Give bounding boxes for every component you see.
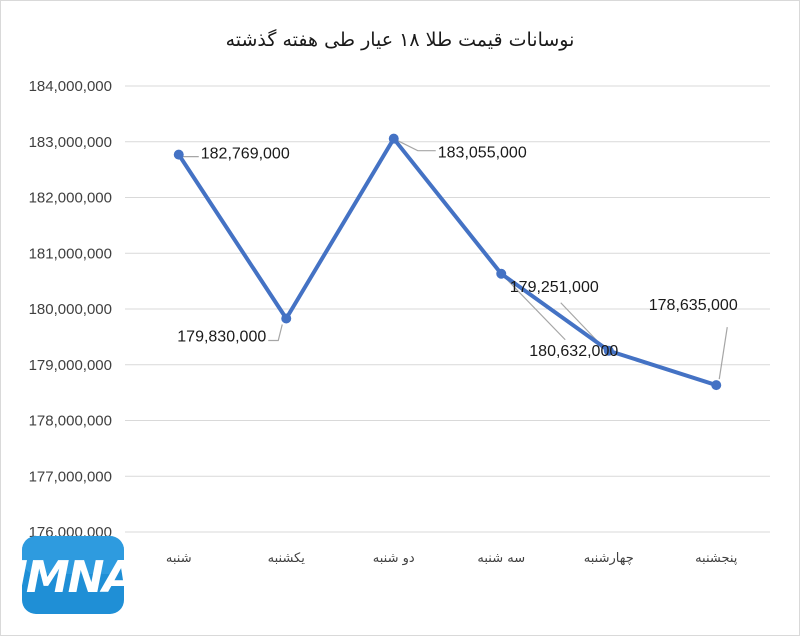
label-leader xyxy=(718,327,728,380)
imna-logo: IMNA xyxy=(11,536,137,614)
y-tick-label: 181,000,000 xyxy=(29,245,112,262)
y-tick-label: 180,000,000 xyxy=(29,301,112,318)
y-tick-label: 183,000,000 xyxy=(29,134,112,151)
y-tick-label: 178,000,000 xyxy=(29,413,112,430)
data-point xyxy=(173,149,184,160)
series-line-path xyxy=(176,136,719,388)
data-label: 178,635,000 xyxy=(649,297,738,314)
data-point xyxy=(281,313,292,324)
y-tick-label: 182,000,000 xyxy=(29,190,112,207)
data-points xyxy=(173,133,722,391)
label-leader xyxy=(504,277,566,341)
label-leader xyxy=(268,324,283,342)
data-point xyxy=(388,133,399,144)
label-leader xyxy=(397,140,436,152)
y-axis-ticks: 176,000,000177,000,000178,000,000179,000… xyxy=(29,78,112,541)
data-label: 180,632,000 xyxy=(529,343,618,360)
data-label: 183,055,000 xyxy=(438,145,527,162)
logo-highlight xyxy=(22,536,124,574)
data-labels: 182,769,000 179,830,000 183,055,000 180,632… xyxy=(177,145,738,360)
logo-text: IMNA xyxy=(11,552,134,603)
x-tick-label: چهارشنبه xyxy=(584,551,634,566)
data-point xyxy=(711,380,722,391)
x-axis-ticks: شنبه یکشنبه دو شنبه سه شنبه چهارشنبه پنجشنبه xyxy=(166,551,738,566)
data-point xyxy=(496,268,507,279)
data-label: 179,251,000 xyxy=(510,279,599,296)
y-tick-label: 177,000,000 xyxy=(29,468,112,485)
data-label: 179,830,000 xyxy=(177,328,266,345)
data-label: 182,769,000 xyxy=(201,146,290,163)
series-line xyxy=(176,136,719,388)
x-tick-label: شنبه xyxy=(166,551,192,566)
x-tick-label: دو شنبه xyxy=(373,551,415,566)
data-point xyxy=(603,345,614,356)
x-tick-label: پنجشنبه xyxy=(695,551,738,566)
y-tick-label: 179,000,000 xyxy=(29,357,112,374)
y-tick-label: 184,000,000 xyxy=(29,78,112,95)
chart-title: نوسانات قیمت طلا ۱۸ عیار طی هفته گذشته xyxy=(226,28,575,51)
x-tick-label: سه شنبه xyxy=(477,551,525,566)
x-tick-label: یکشنبه xyxy=(268,551,306,566)
gridlines xyxy=(125,85,770,533)
